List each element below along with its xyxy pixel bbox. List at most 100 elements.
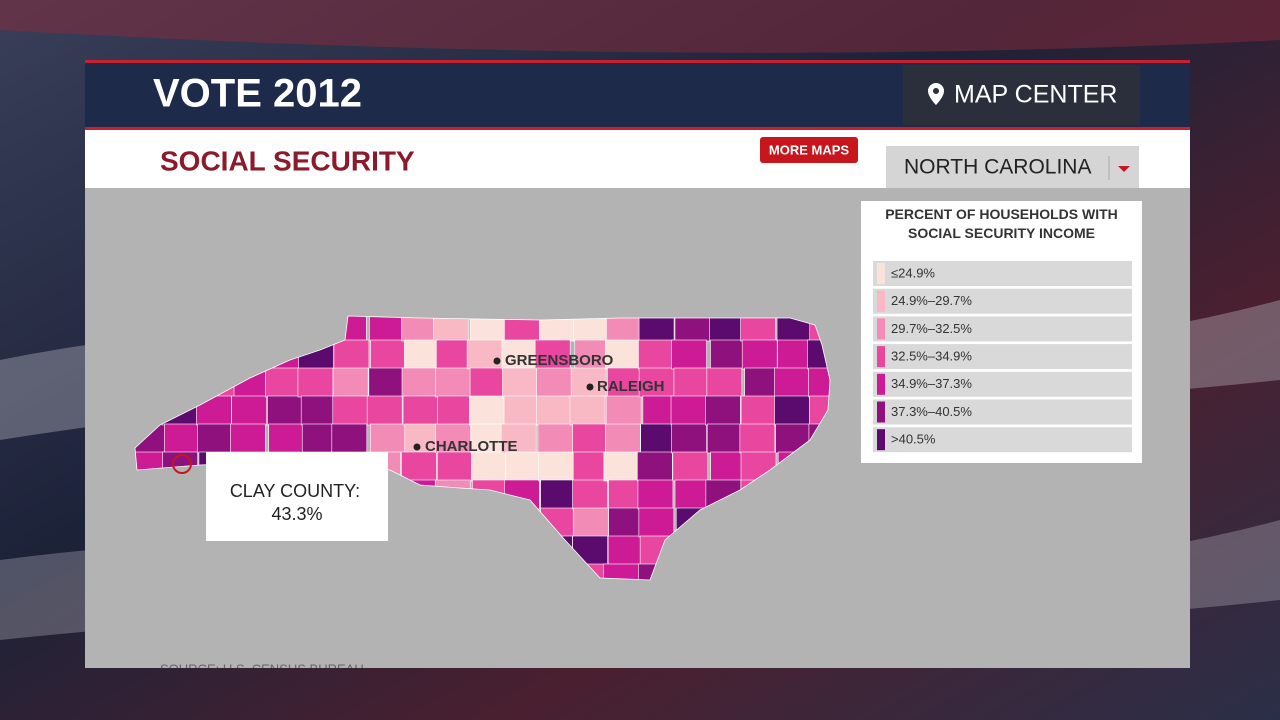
header-rule: [85, 127, 1190, 130]
county: [572, 423, 609, 454]
county: [469, 316, 506, 342]
topic-title: SOCIAL SECURITY: [160, 145, 415, 176]
legend-label: 32.5%–34.9%: [891, 349, 972, 364]
more-maps-button[interactable]: MORE MAPS: [760, 137, 858, 163]
county: [402, 395, 439, 426]
county: [401, 451, 437, 482]
county: [267, 395, 303, 426]
tooltip: CLAY COUNTY: 43.3%: [206, 452, 388, 541]
tooltip-box: [206, 452, 388, 541]
county: [197, 423, 233, 454]
county: [605, 395, 642, 426]
panel: VOTE 2012 MAP CENTER SOCIAL SECURITY MOR…: [85, 60, 1190, 676]
county: [401, 316, 437, 342]
dropdown-arrow: [1118, 166, 1130, 172]
city-label: CHARLOTTE: [425, 438, 518, 455]
county: [774, 367, 810, 398]
button-bg: [760, 137, 858, 163]
legend-row: [873, 344, 1132, 370]
county: [573, 316, 609, 342]
header-rule: [85, 60, 1190, 63]
county: [740, 395, 777, 426]
header-title: VOTE 2012: [153, 72, 362, 116]
county: [603, 451, 640, 482]
legend-swatch: [877, 373, 885, 395]
legend-label: ≤24.9%: [891, 265, 935, 280]
county: [401, 367, 438, 398]
legend-swatch: [877, 263, 885, 284]
county: [706, 423, 743, 454]
county: [705, 395, 741, 426]
county: [534, 339, 571, 370]
county: [503, 395, 540, 426]
county: [368, 367, 405, 398]
county: [536, 395, 572, 426]
county: [608, 507, 644, 538]
legend-row: [873, 371, 1132, 397]
county: [436, 339, 472, 370]
county: [538, 451, 575, 482]
county: [265, 367, 301, 398]
map-center-button[interactable]: MAP CENTER: [903, 65, 1140, 125]
county: [673, 367, 710, 398]
county: [536, 367, 572, 398]
county: [739, 423, 776, 454]
county: [469, 367, 506, 398]
county: [502, 367, 538, 398]
legend-label: 34.9%–37.3%: [891, 376, 972, 391]
county: [605, 423, 641, 454]
city-label: RALEIGH: [597, 378, 665, 395]
tooltip-value: 43.3%: [271, 504, 322, 524]
county: [637, 479, 674, 510]
county: [607, 367, 643, 398]
county: [540, 479, 576, 510]
county: [369, 423, 406, 454]
county: [437, 395, 473, 426]
county: [230, 423, 266, 454]
county: [637, 451, 673, 482]
county: [605, 339, 641, 370]
source-note: SOURCE: U.S. CENSUS BUREAU: [160, 661, 364, 676]
button-label: MAP CENTER: [954, 81, 1117, 109]
county: [607, 535, 644, 566]
legend-title: PERCENT OF HOUSEHOLDS WITH SOCIAL SECURI…: [885, 206, 1118, 241]
county: [777, 339, 813, 370]
county: [469, 395, 505, 426]
county: [470, 423, 507, 454]
legend-label: 29.7%–32.5%: [891, 321, 972, 336]
dropdown-label: NORTH CAROLINA: [904, 156, 1091, 179]
state-selector[interactable]: NORTH CAROLINA: [886, 146, 1139, 188]
legend-row: [873, 427, 1132, 453]
county: [404, 423, 441, 454]
county: [301, 423, 338, 454]
legend-swatch: [877, 346, 885, 368]
pin-icon: [928, 83, 944, 105]
county: [741, 339, 778, 370]
dropdown-bg: [886, 146, 1139, 188]
county: [674, 479, 711, 510]
county: [433, 316, 469, 342]
county: [231, 395, 267, 426]
flag-stripe: [0, 0, 1280, 53]
city-dot: [493, 357, 501, 365]
county: [369, 316, 405, 342]
legend: PERCENT OF HOUSEHOLDS WITH SOCIAL SECURI…: [861, 201, 1142, 463]
county: [331, 423, 368, 454]
county: [706, 367, 743, 398]
county: [740, 316, 776, 342]
city-dot: [413, 443, 421, 451]
county: [471, 451, 507, 482]
county: [710, 451, 746, 482]
county: [570, 367, 607, 398]
county: [774, 395, 810, 426]
county: [437, 451, 473, 482]
city-label: GREENSBORO: [505, 352, 614, 369]
county: [572, 451, 609, 482]
county: [638, 507, 675, 538]
county: [572, 479, 608, 510]
legend-title-box: PERCENT OF HOUSEHOLDS WITH SOCIAL SECURI…: [885, 206, 1118, 241]
county: [297, 367, 334, 398]
county: [638, 339, 674, 370]
county: [710, 339, 746, 370]
